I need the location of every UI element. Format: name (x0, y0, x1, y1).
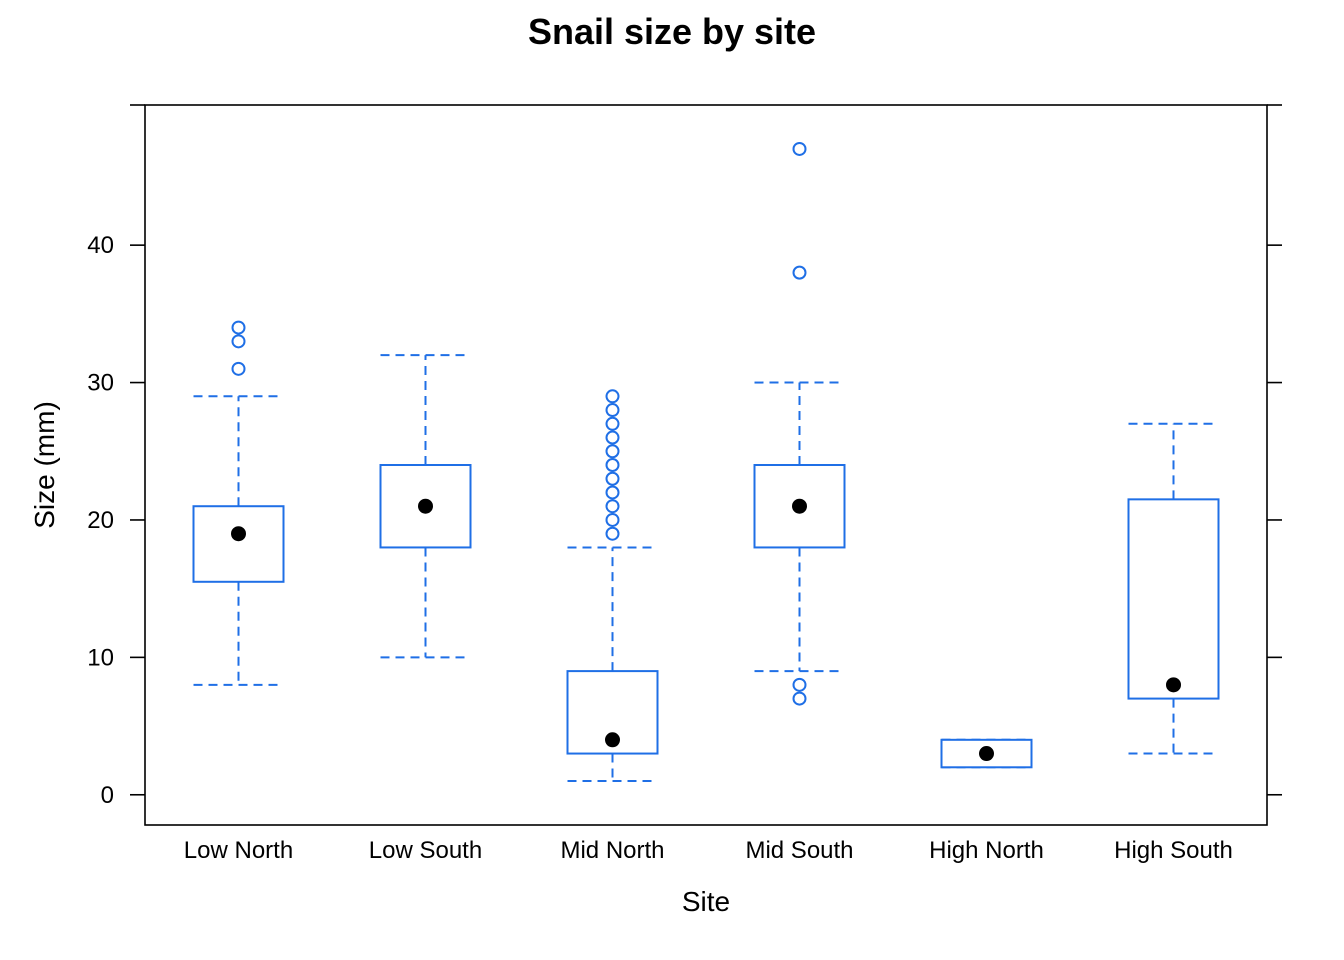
box-high-north (940, 738, 1033, 769)
y-tick-label: 0 (101, 782, 114, 809)
outlier-point (605, 403, 620, 418)
chart-title: Snail size by site (528, 11, 816, 52)
y-tick-label: 20 (87, 507, 114, 534)
outlier-point (605, 499, 620, 514)
box-mid-north (566, 389, 659, 783)
box-high-south (1127, 422, 1220, 755)
y-axis-label: Size (mm) (29, 401, 60, 529)
y-tick-label: 30 (87, 370, 114, 397)
outlier-point (605, 430, 620, 445)
outlier-point (605, 471, 620, 486)
outlier-point (792, 691, 807, 706)
box-low-south (379, 354, 472, 659)
outlier-point (605, 512, 620, 527)
outlier-point (605, 444, 620, 459)
outlier-point (605, 526, 620, 541)
outlier-point (605, 416, 620, 431)
y-tick-label: 40 (87, 232, 114, 259)
median-point (231, 526, 246, 542)
x-axis-label: Site (682, 886, 730, 917)
y-axis: 0 10 20 30 40 (87, 104, 1282, 809)
median-point (605, 732, 620, 748)
y-tick-label: 10 (87, 644, 114, 671)
median-point (1166, 677, 1181, 693)
median-point (979, 746, 994, 762)
x-tick-label: Low North (184, 837, 293, 864)
outlier-point (605, 458, 620, 472)
x-tick-label: Low South (369, 837, 482, 864)
x-axis: Low North Low South Mid North Mid South High… (184, 837, 1233, 864)
box-low-north (192, 320, 285, 686)
box-body (940, 738, 1033, 769)
median-point (418, 498, 433, 514)
x-tick-label: Mid North (560, 837, 664, 864)
outlier-point (231, 361, 246, 376)
box-series (192, 141, 1220, 783)
box-body (192, 505, 285, 583)
outlier-point (792, 141, 807, 156)
plot-frame (144, 104, 1268, 826)
outlier-point (231, 320, 246, 335)
outlier-point (605, 485, 620, 500)
outlier-point (792, 265, 807, 280)
x-tick-label: High South (1114, 837, 1233, 864)
outlier-point (605, 389, 620, 404)
box-body (1127, 498, 1220, 700)
outlier-point (231, 334, 246, 349)
outlier-point (792, 677, 807, 692)
x-tick-label: High North (929, 837, 1044, 864)
box-mid-south (753, 141, 846, 706)
median-point (792, 498, 807, 514)
x-tick-label: Mid South (745, 837, 853, 864)
